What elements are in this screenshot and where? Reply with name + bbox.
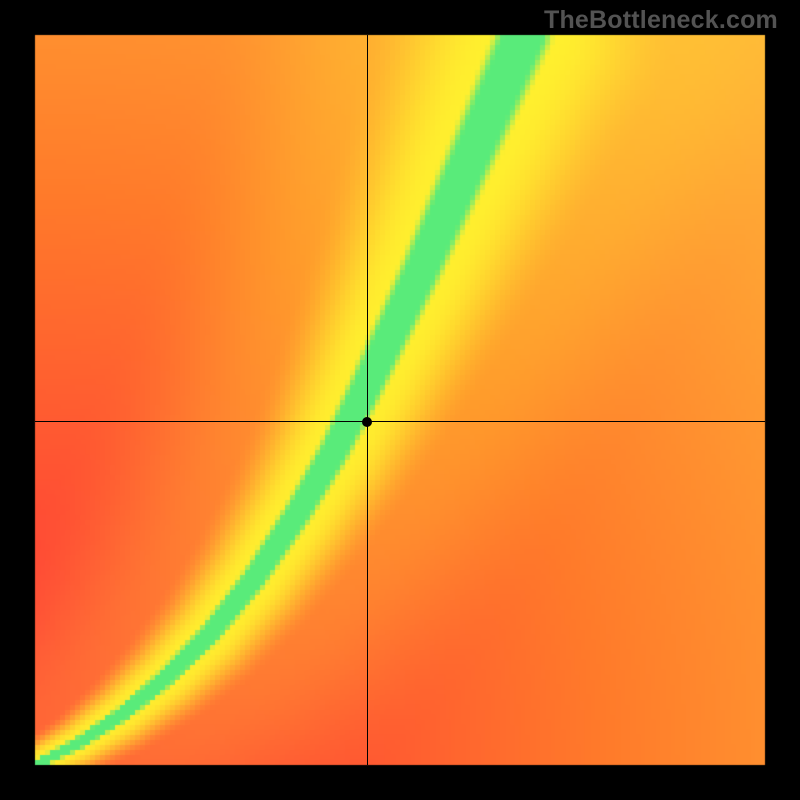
heatmap-canvas — [0, 0, 800, 800]
watermark-text: TheBottleneck.com — [544, 6, 778, 35]
chart-container: TheBottleneck.com — [0, 0, 800, 800]
